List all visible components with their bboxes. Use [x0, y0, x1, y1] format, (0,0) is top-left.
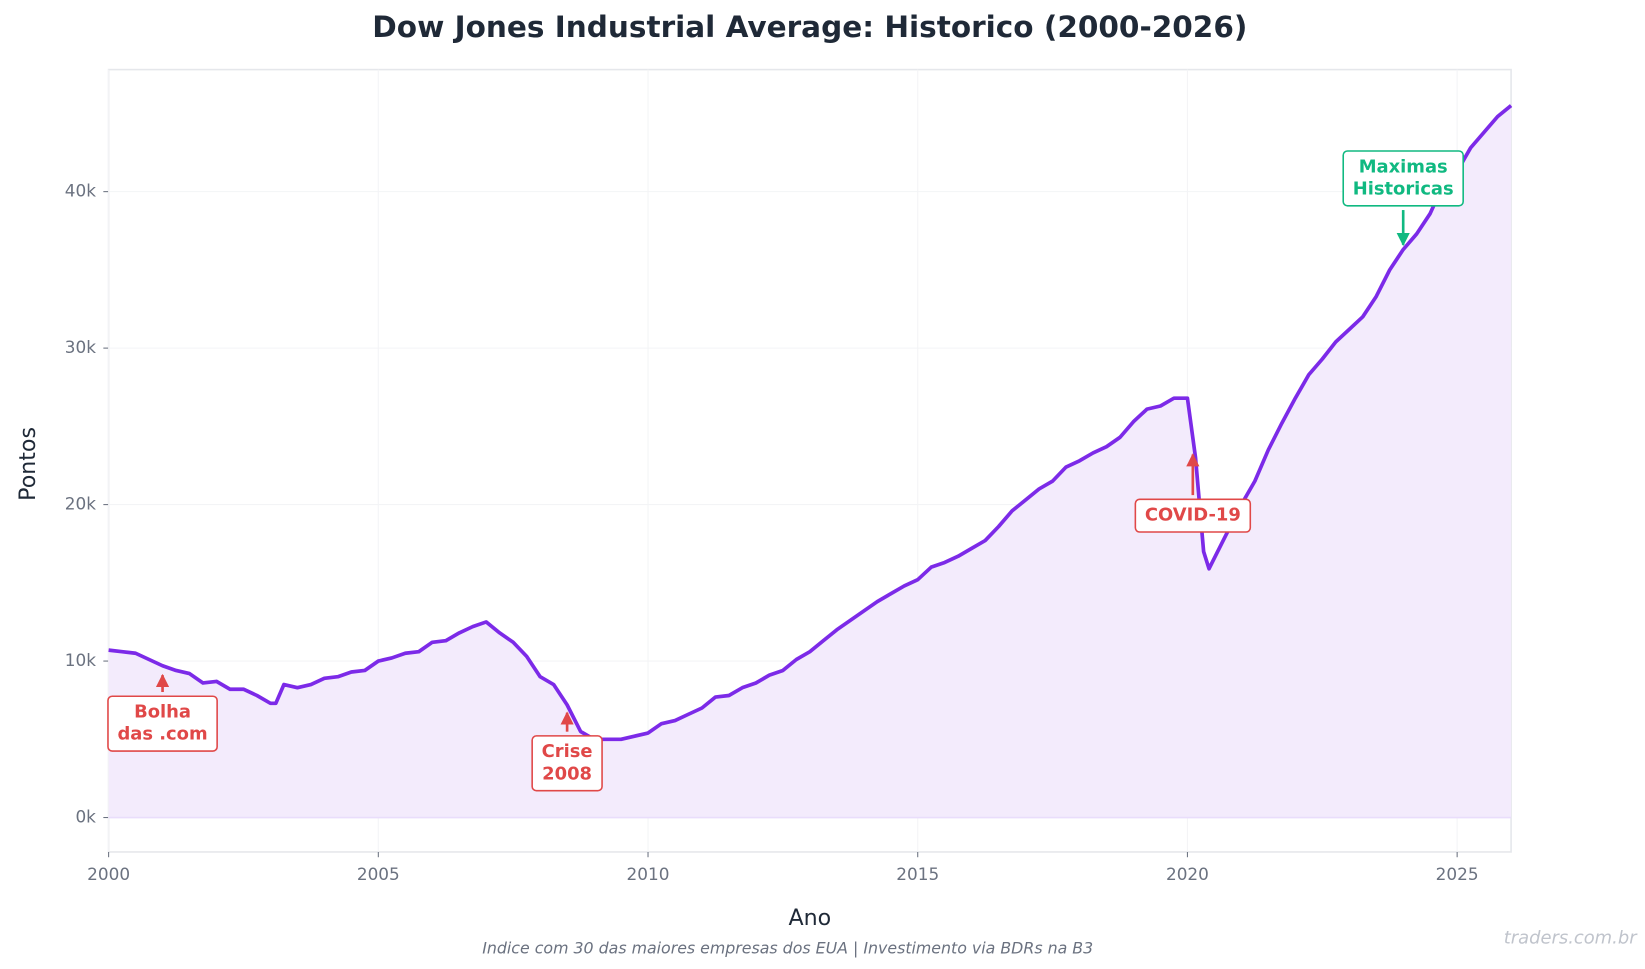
line: [108, 104, 1513, 742]
annotation-text: 2008: [542, 763, 592, 784]
y-tick-label: 0k: [75, 807, 96, 827]
annotation-text: Bolha: [134, 702, 191, 723]
x-tick-label: 2015: [896, 864, 939, 884]
x-tick-label: 2025: [1436, 864, 1479, 884]
footnote: Indice com 30 das maiores empresas dos E…: [482, 938, 1093, 957]
annotation-text: Maximas: [1359, 156, 1448, 177]
annotation-text: das .com: [117, 724, 207, 745]
annotation-text: COVID-19: [1145, 505, 1241, 526]
annotation-text: Crise: [542, 741, 593, 762]
x-tick-label: 2005: [357, 864, 400, 884]
x-tick-label: 2010: [627, 864, 670, 884]
annotation-box: [531, 735, 603, 792]
watermark: traders.com.br: [1504, 927, 1638, 948]
annotation-box: [107, 695, 218, 752]
y-tick-label: 30k: [65, 337, 96, 357]
x-axis-label: Ano: [788, 905, 831, 931]
x-tick-label: 2000: [87, 864, 130, 884]
y-axis-label: Pontos: [15, 427, 41, 501]
chart-title: Dow Jones Industrial Average: Historico …: [372, 10, 1247, 44]
annotation-text: Historicas: [1353, 178, 1454, 199]
y-tick-label: 40k: [65, 181, 96, 201]
x-tick-label: 2020: [1166, 864, 1209, 884]
annotation-box: [1134, 498, 1252, 533]
y-tick-label: 10k: [65, 650, 96, 670]
annotation-box: [1342, 150, 1464, 207]
y-tick-label: 20k: [65, 494, 96, 514]
area: [108, 105, 1512, 818]
annotation: COVID-19: [1134, 498, 1252, 533]
